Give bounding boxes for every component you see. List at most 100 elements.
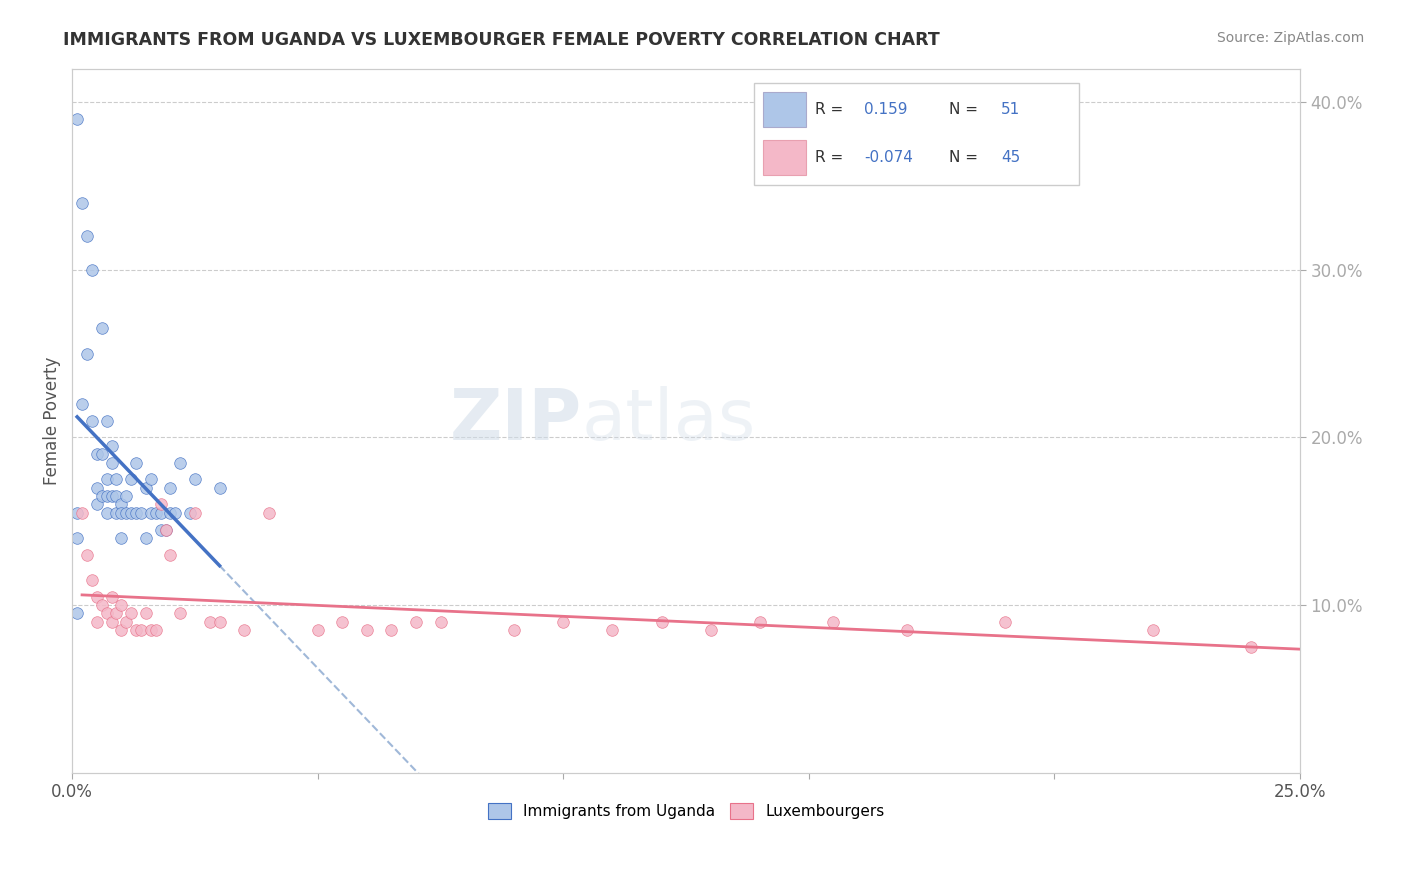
Point <box>105 607 128 621</box>
Point <box>145 624 167 638</box>
Point <box>66 112 89 126</box>
Point <box>115 506 138 520</box>
Point <box>139 472 162 486</box>
Point <box>823 615 845 629</box>
Text: IMMIGRANTS FROM UGANDA VS LUXEMBOURGER FEMALE POVERTY CORRELATION CHART: IMMIGRANTS FROM UGANDA VS LUXEMBOURGER F… <box>63 31 941 49</box>
Point <box>129 506 152 520</box>
Point <box>149 506 172 520</box>
Point <box>80 262 103 277</box>
Point <box>120 607 142 621</box>
Point <box>257 506 280 520</box>
Point <box>1240 640 1263 654</box>
Point <box>120 506 142 520</box>
Point <box>208 481 231 495</box>
Point <box>307 624 329 638</box>
Point <box>115 489 138 503</box>
Point <box>70 195 93 210</box>
Point <box>233 624 256 638</box>
Point <box>149 523 172 537</box>
Point <box>125 506 148 520</box>
Point <box>184 506 207 520</box>
Point <box>165 506 187 520</box>
Point <box>896 624 918 638</box>
Point <box>90 489 112 503</box>
Text: ZIP: ZIP <box>450 386 582 455</box>
Legend: Immigrants from Uganda, Luxembourgers: Immigrants from Uganda, Luxembourgers <box>481 797 890 825</box>
Point <box>105 506 128 520</box>
Point <box>96 489 118 503</box>
Point <box>90 598 112 612</box>
Point <box>66 506 89 520</box>
Text: Source: ZipAtlas.com: Source: ZipAtlas.com <box>1216 31 1364 45</box>
Point <box>748 615 770 629</box>
Point <box>90 447 112 461</box>
Point <box>135 607 157 621</box>
Point <box>105 472 128 486</box>
Point <box>139 506 162 520</box>
Point <box>135 531 157 545</box>
Point <box>120 472 142 486</box>
Point <box>86 498 108 512</box>
Point <box>90 321 112 335</box>
Point <box>110 531 132 545</box>
Point <box>86 481 108 495</box>
Point <box>380 624 402 638</box>
Point <box>86 615 108 629</box>
Point <box>115 615 138 629</box>
Point <box>994 615 1017 629</box>
Point <box>80 573 103 587</box>
Point <box>179 506 201 520</box>
Point <box>96 607 118 621</box>
Point <box>155 523 177 537</box>
Point <box>86 590 108 604</box>
Point <box>125 456 148 470</box>
Point <box>145 506 167 520</box>
Point <box>70 397 93 411</box>
Point <box>70 506 93 520</box>
Point <box>100 456 122 470</box>
Point <box>135 481 157 495</box>
Point <box>198 615 221 629</box>
Point <box>330 615 353 629</box>
Point <box>100 590 122 604</box>
Point <box>149 498 172 512</box>
Point <box>110 598 132 612</box>
Point <box>96 506 118 520</box>
Point <box>169 607 191 621</box>
Point <box>96 414 118 428</box>
Text: atlas: atlas <box>582 386 756 455</box>
Point <box>96 472 118 486</box>
Point <box>651 615 673 629</box>
Point <box>184 472 207 486</box>
Y-axis label: Female Poverty: Female Poverty <box>44 357 60 485</box>
Point <box>553 615 575 629</box>
Point <box>602 624 624 638</box>
Point <box>110 624 132 638</box>
Point <box>159 506 181 520</box>
Point <box>100 489 122 503</box>
Point <box>155 523 177 537</box>
Point <box>129 624 152 638</box>
Point <box>76 548 98 562</box>
Point <box>76 346 98 360</box>
Point <box>100 439 122 453</box>
Point <box>110 498 132 512</box>
Point <box>159 481 181 495</box>
Point <box>66 607 89 621</box>
Point <box>1142 624 1164 638</box>
Point <box>110 506 132 520</box>
Point <box>356 624 378 638</box>
Point <box>139 624 162 638</box>
Point <box>699 624 721 638</box>
Point <box>405 615 427 629</box>
Point <box>80 414 103 428</box>
Point <box>66 531 89 545</box>
Point <box>208 615 231 629</box>
Point <box>169 456 191 470</box>
Point <box>429 615 451 629</box>
Point <box>125 624 148 638</box>
Point <box>76 229 98 244</box>
Point <box>503 624 526 638</box>
Point <box>86 447 108 461</box>
Point <box>105 489 128 503</box>
